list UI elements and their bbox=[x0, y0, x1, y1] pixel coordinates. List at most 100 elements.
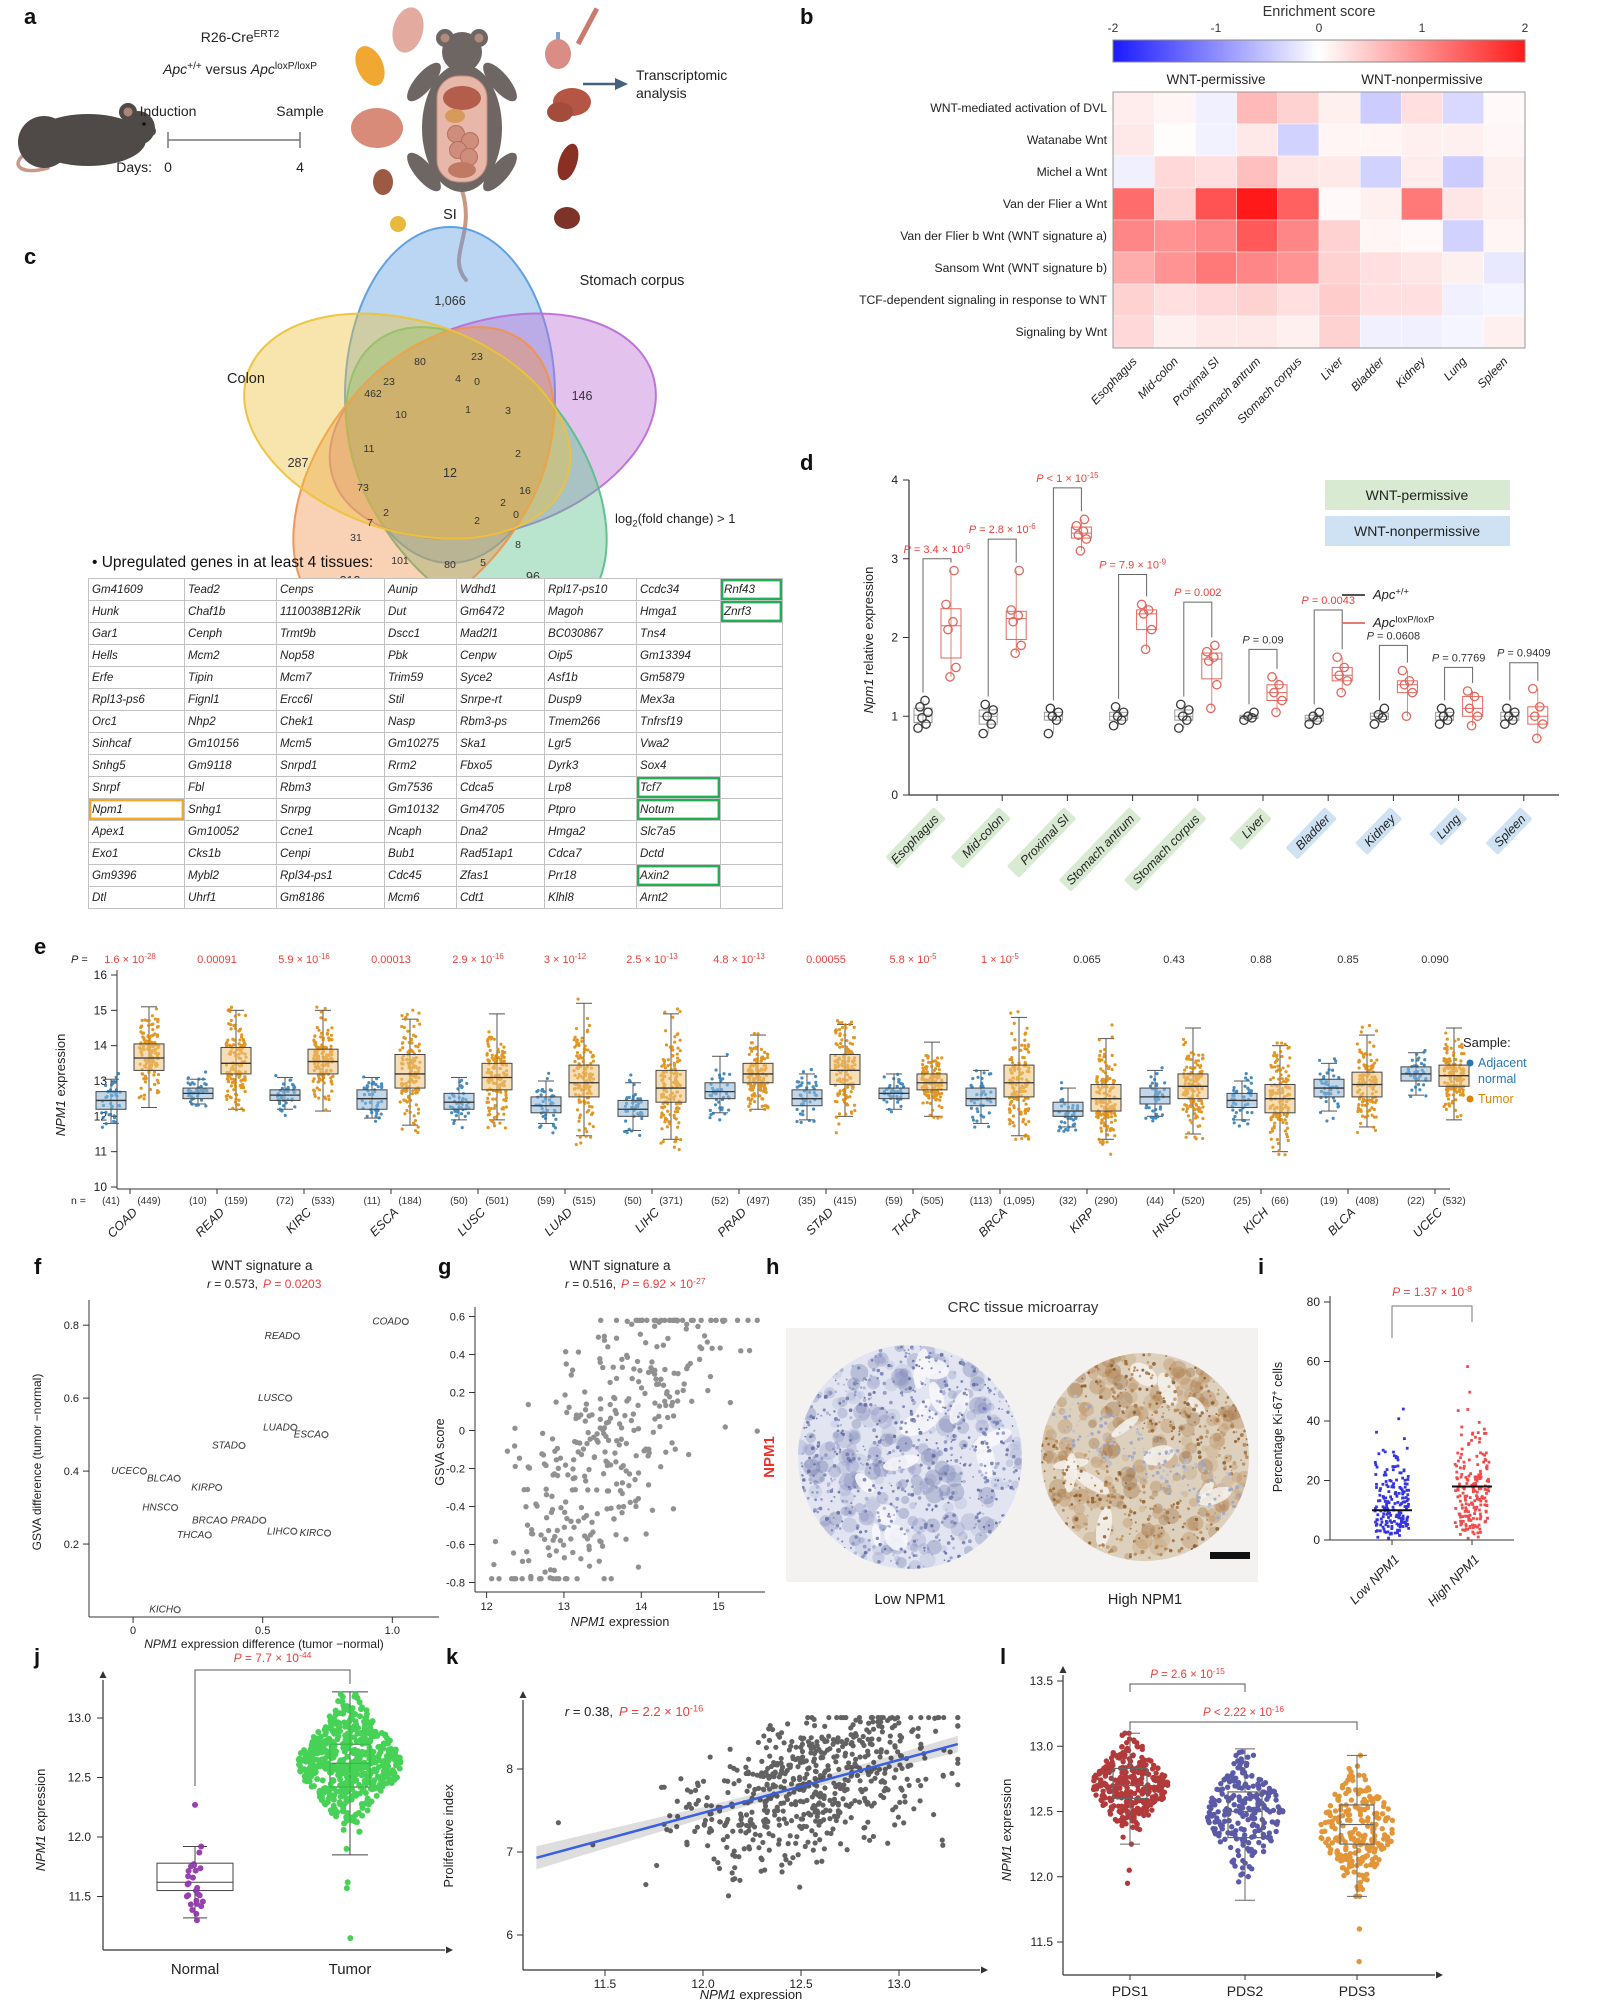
svg-text:0.4: 0.4 bbox=[450, 1350, 465, 1362]
scatter-points bbox=[555, 1714, 961, 1899]
svg-text:Stomach corpus: Stomach corpus bbox=[580, 273, 685, 289]
gene-cell: Cenps bbox=[276, 578, 385, 601]
gene-cell: Tcf7 bbox=[636, 776, 721, 799]
svg-text:KIRP: KIRP bbox=[191, 1483, 215, 1494]
gene-cell: Snrpe-rt bbox=[456, 688, 545, 711]
gene-cell: Hells bbox=[88, 644, 185, 667]
gene-cell: Cdc45 bbox=[384, 864, 457, 887]
svg-text:-0.6: -0.6 bbox=[446, 1540, 465, 1552]
svg-text:0.6: 0.6 bbox=[450, 1312, 465, 1324]
gene-cell: Oip5 bbox=[544, 644, 637, 667]
svg-text:WNT signature a: WNT signature a bbox=[211, 1258, 313, 1273]
svg-text:11: 11 bbox=[364, 443, 375, 455]
svg-text:(184): (184) bbox=[398, 1196, 421, 1207]
svg-text:Transcriptomic: Transcriptomic bbox=[636, 67, 727, 83]
gene-cell bbox=[720, 688, 783, 711]
svg-text:0.6: 0.6 bbox=[64, 1393, 79, 1405]
svg-text:Days:: Days: bbox=[116, 159, 152, 175]
svg-text:READ: READ bbox=[193, 1205, 227, 1239]
svg-text:0.00091: 0.00091 bbox=[197, 954, 237, 966]
svg-text:PRAD: PRAD bbox=[231, 1515, 259, 1526]
svg-text:0.43: 0.43 bbox=[1163, 954, 1184, 966]
svg-text:(449): (449) bbox=[137, 1196, 160, 1207]
gene-cell: Zfas1 bbox=[456, 864, 545, 887]
jitter-points bbox=[1373, 1407, 1411, 1540]
gene-cell: Tmem266 bbox=[544, 710, 637, 733]
gene-cell: Mcm5 bbox=[276, 732, 385, 755]
svg-text:0.065: 0.065 bbox=[1073, 954, 1101, 966]
svg-text:n =: n = bbox=[71, 1195, 86, 1207]
gene-cell: Ncaph bbox=[384, 820, 457, 843]
svg-text:1 × 10-5: 1 × 10-5 bbox=[981, 952, 1020, 966]
svg-text:5.8 × 10-5: 5.8 × 10-5 bbox=[889, 952, 937, 966]
svg-text:BLCA: BLCA bbox=[1325, 1205, 1358, 1238]
svg-text:10: 10 bbox=[395, 409, 407, 421]
gene-cell: Snhg1 bbox=[184, 798, 277, 821]
svg-text:0.2: 0.2 bbox=[450, 1388, 465, 1400]
panel-d-npm1-dotplot: 0 1 2 3 4 Npm1 relative expression P = 3.4 × 1… bbox=[861, 471, 1559, 892]
svg-text:3 × 10-12: 3 × 10-12 bbox=[544, 952, 586, 966]
svg-text:0.00013: 0.00013 bbox=[371, 954, 411, 966]
svg-text:Esophagus: Esophagus bbox=[1088, 354, 1140, 407]
svg-text:(25): (25) bbox=[1233, 1196, 1251, 1207]
svg-text:31: 31 bbox=[350, 532, 362, 544]
gene-cell: Wdhd1 bbox=[456, 578, 545, 601]
svg-text:Induction: Induction bbox=[140, 103, 197, 119]
gene-cell bbox=[720, 710, 783, 733]
gene-cell: Trmt9b bbox=[276, 622, 385, 645]
legend-permissive bbox=[1325, 480, 1510, 510]
panel-label-c: c bbox=[24, 244, 37, 269]
svg-text:Kidney: Kidney bbox=[1361, 811, 1398, 849]
svg-text:4: 4 bbox=[891, 473, 898, 487]
svg-text:13: 13 bbox=[558, 1601, 570, 1613]
gene-cell: Asf1b bbox=[544, 666, 637, 689]
panel-a-experiment-schematic: R26-CreERT2 Apc+/+ versus ApcloxP/loxP Ind… bbox=[16, 7, 727, 282]
gene-cell bbox=[720, 666, 783, 689]
gene-cell: Rrm2 bbox=[384, 754, 457, 777]
svg-text:r = 0.516,: r = 0.516, bbox=[565, 1277, 616, 1291]
gene-cell: Snrpd1 bbox=[276, 754, 385, 777]
svg-text:Colon: Colon bbox=[227, 371, 265, 387]
gene-cell: 1110038B12Rik bbox=[276, 600, 385, 623]
svg-text:HNSC: HNSC bbox=[1149, 1205, 1185, 1241]
svg-text:UCEC: UCEC bbox=[111, 1466, 140, 1477]
svg-text:P = 0.9409: P = 0.9409 bbox=[1497, 648, 1551, 660]
gene-cell bbox=[720, 776, 783, 799]
panel-label-l: l bbox=[1000, 1644, 1007, 1669]
svg-text:LUSC: LUSC bbox=[258, 1393, 285, 1404]
svg-text:1.0: 1.0 bbox=[385, 1625, 400, 1637]
gene-cell: Chaf1b bbox=[184, 600, 277, 623]
svg-text:101: 101 bbox=[391, 555, 409, 567]
svg-text:-0.8: -0.8 bbox=[446, 1578, 465, 1590]
gene-cell: Ccne1 bbox=[276, 820, 385, 843]
svg-text:(1,095): (1,095) bbox=[1003, 1196, 1035, 1207]
svg-text:r = 0.573,: r = 0.573, bbox=[207, 1277, 258, 1291]
gene-cell: Gm41609 bbox=[88, 578, 185, 601]
svg-text:Sansom Wnt (WNT signature b): Sansom Wnt (WNT signature b) bbox=[935, 261, 1107, 275]
svg-text:5.9 × 10-16: 5.9 × 10-16 bbox=[278, 952, 330, 966]
panel-f-labeled-scatter: WNT signature a r = 0.573, P = 0.0203 0.2 0.… bbox=[30, 1258, 439, 1651]
svg-text:Michel a Wnt: Michel a Wnt bbox=[1037, 165, 1108, 179]
svg-text:analysis: analysis bbox=[636, 85, 687, 101]
svg-text:-1: -1 bbox=[1211, 21, 1222, 35]
jitter-points bbox=[1453, 1365, 1491, 1540]
panel-label-d: d bbox=[800, 450, 814, 475]
gene-cell: Vwa2 bbox=[636, 732, 721, 755]
gene-cell: Cks1b bbox=[184, 842, 277, 865]
svg-text:10: 10 bbox=[94, 1180, 108, 1194]
panel-label-g: g bbox=[438, 1254, 452, 1279]
svg-text:(290): (290) bbox=[1094, 1196, 1117, 1207]
gene-cell: Gm7536 bbox=[384, 776, 457, 799]
svg-text:NPM1 expression: NPM1 expression bbox=[571, 1615, 670, 1629]
gene-cell: Cenph bbox=[184, 622, 277, 645]
gene-cell: Rnf43 bbox=[720, 578, 783, 601]
svg-text:KIRC: KIRC bbox=[283, 1205, 315, 1237]
svg-text:Bladder: Bladder bbox=[1293, 811, 1334, 852]
svg-text:16: 16 bbox=[519, 485, 531, 497]
gene-cell: Rpl13-ps6 bbox=[88, 688, 185, 711]
gene-cell: Erfe bbox=[88, 666, 185, 689]
gene-cell: Mybl2 bbox=[184, 864, 277, 887]
svg-text:GSVA score: GSVA score bbox=[433, 1418, 447, 1485]
svg-text:P = 0.0203: P = 0.0203 bbox=[263, 1277, 322, 1291]
